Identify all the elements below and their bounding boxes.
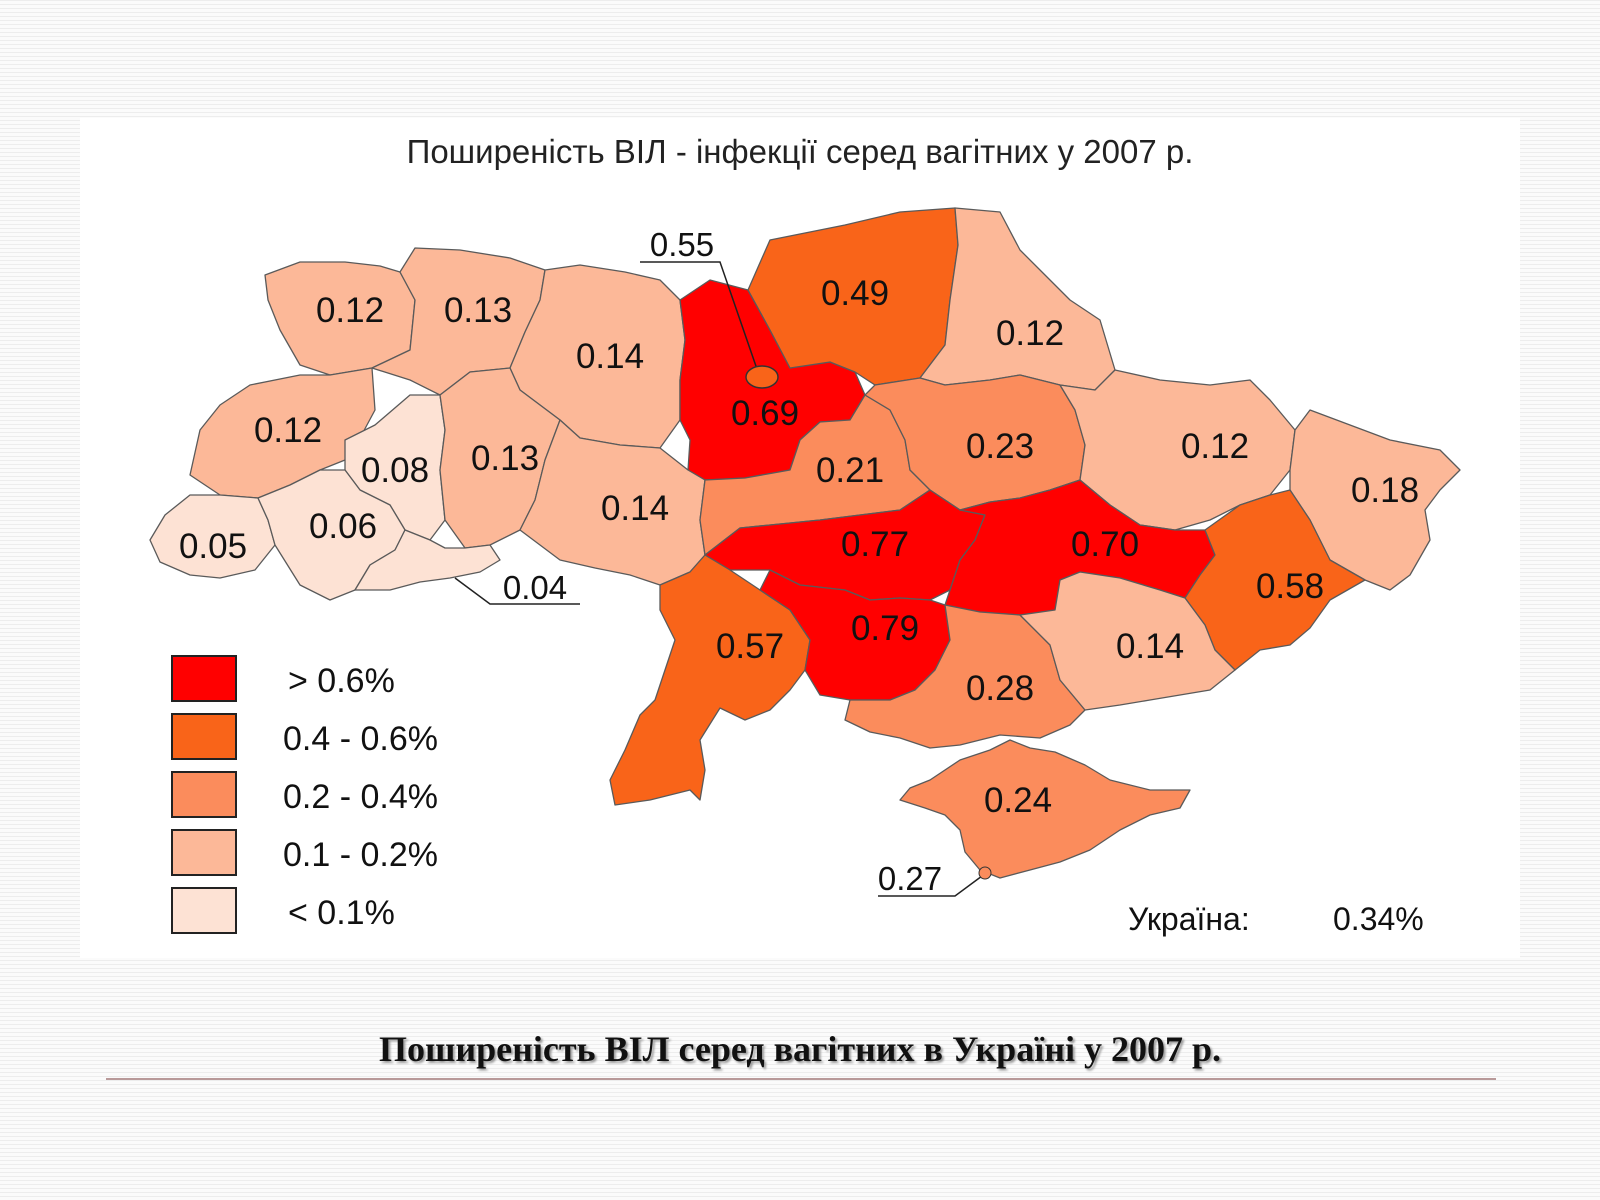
value-label-lviv: 0.12 <box>254 411 322 450</box>
callout-line-chernivtsi <box>454 577 580 605</box>
slide-caption: Поширеність ВІЛ серед вагітних в Україні… <box>379 1029 1221 1069</box>
legend-swatch-gt06 <box>171 655 237 702</box>
value-label-sumy: 0.12 <box>996 314 1064 353</box>
value-label-dnipropetrovsk: 0.70 <box>1071 525 1139 564</box>
value-label-kirovohrad: 0.77 <box>841 525 909 564</box>
legend-label-r01-02: 0.1 - 0.2% <box>283 836 438 874</box>
value-label-chernihiv: 0.49 <box>821 274 889 313</box>
value-label-ternopil: 0.08 <box>361 451 429 490</box>
value-label-ivano-frankivsk: 0.06 <box>309 507 377 546</box>
value-label-crimea: 0.24 <box>984 781 1052 820</box>
value-label-khmelnytskyi: 0.13 <box>471 439 539 478</box>
value-label-zaporizhzhia: 0.14 <box>1116 627 1184 666</box>
value-label-cherkasy: 0.21 <box>816 451 884 490</box>
legend-swatch-r01-02 <box>171 829 237 876</box>
value-label-zhytomyr: 0.14 <box>576 337 644 376</box>
callout-line-sevastopol <box>878 875 983 897</box>
value-label-donetsk: 0.58 <box>1256 567 1324 606</box>
value-label-zakarpattia: 0.05 <box>179 527 247 566</box>
legend-swatch-r04-06 <box>171 713 237 760</box>
legend-label-r02-04: 0.2 - 0.4% <box>283 778 438 816</box>
kyiv-city-marker[interactable] <box>745 365 779 389</box>
total-value: 0.34% <box>1333 901 1424 937</box>
value-label-vinnytsia: 0.14 <box>601 489 669 528</box>
value-label-luhansk: 0.18 <box>1351 471 1419 510</box>
national-total: Україна: 0.34% <box>1128 901 1424 937</box>
map-title: Поширеність ВІЛ - інфекції серед вагітни… <box>407 133 1194 170</box>
legend-swatch-lt01 <box>171 887 237 934</box>
value-label-kherson: 0.28 <box>966 669 1034 708</box>
callout-label-chernivtsi: 0.04 <box>503 569 567 606</box>
sevastopol-marker[interactable] <box>978 866 992 880</box>
callout-label-kyiv-city: 0.55 <box>650 226 714 263</box>
legend-swatch-r02-04 <box>171 771 237 818</box>
value-label-volyn: 0.12 <box>316 291 384 330</box>
region-donetsk[interactable] <box>1184 489 1366 671</box>
legend-label-r04-06: 0.4 - 0.6% <box>283 720 438 758</box>
value-label-rivne: 0.13 <box>444 291 512 330</box>
callout-label-sevastopol: 0.27 <box>878 860 942 897</box>
total-label: Україна: <box>1128 901 1250 937</box>
value-label-mykolaiv: 0.79 <box>851 609 919 648</box>
value-label-kharkiv: 0.12 <box>1181 427 1249 466</box>
region-chernivtsi[interactable] <box>354 529 501 591</box>
value-label-poltava: 0.23 <box>966 427 1034 466</box>
legend-label-lt01: < 0.1% <box>288 894 395 932</box>
value-label-odesa: 0.57 <box>716 627 784 666</box>
caption-divider <box>106 1078 1496 1080</box>
region-crimea[interactable] <box>899 739 1191 879</box>
callout-line-kyiv-city <box>640 261 759 373</box>
legend-label-gt06: > 0.6% <box>288 662 395 700</box>
region-zaporizhzhia[interactable] <box>1019 571 1236 711</box>
value-label-kyiv-oblast: 0.69 <box>731 394 799 433</box>
legend: > 0.6% 0.4 - 0.6% 0.2 - 0.4% 0.1 - 0.2% … <box>171 655 438 934</box>
